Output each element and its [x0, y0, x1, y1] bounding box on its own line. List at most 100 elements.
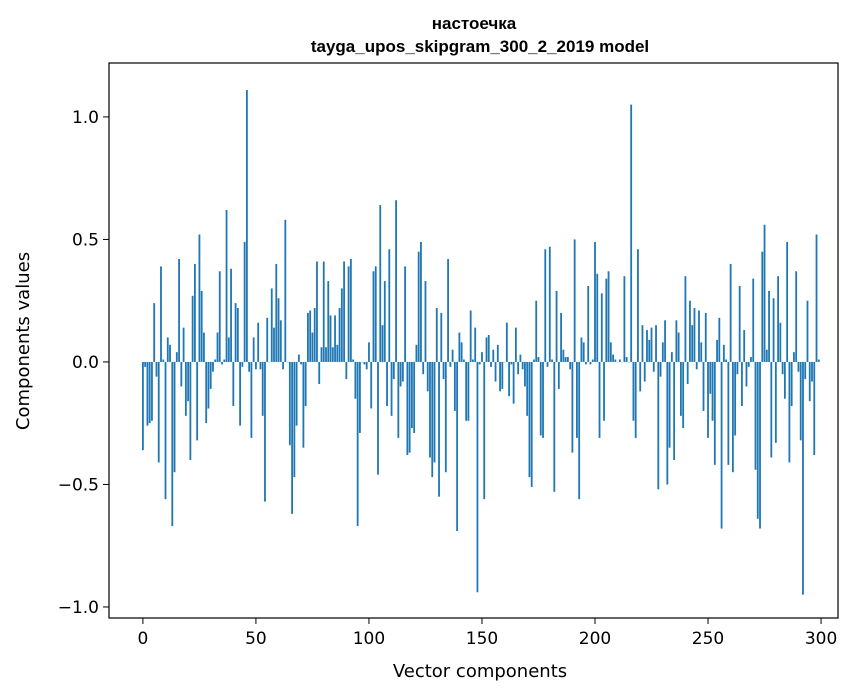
bar	[352, 359, 354, 361]
bar	[565, 357, 567, 362]
bar	[703, 362, 705, 411]
bar	[576, 362, 578, 438]
bar	[569, 362, 571, 369]
bar	[811, 362, 813, 382]
bar	[409, 362, 411, 453]
bar	[327, 281, 329, 362]
bar	[492, 350, 494, 362]
bar	[567, 357, 569, 362]
bar	[601, 293, 603, 362]
bar	[477, 362, 479, 592]
bar	[813, 362, 815, 455]
bar	[241, 362, 243, 367]
bar	[816, 235, 818, 362]
bar	[429, 362, 431, 458]
bar	[499, 362, 501, 391]
bar	[644, 362, 646, 382]
bar	[162, 359, 164, 361]
bar	[165, 362, 167, 499]
bar	[251, 362, 253, 438]
bar	[388, 249, 390, 362]
bar	[144, 362, 146, 367]
bar	[633, 362, 635, 421]
bar	[648, 340, 650, 362]
bar	[635, 362, 637, 438]
bar	[657, 362, 659, 489]
bar	[818, 359, 820, 361]
bar	[452, 350, 454, 362]
bar	[574, 239, 576, 362]
bar	[630, 105, 632, 362]
bar	[662, 342, 664, 362]
bar	[590, 362, 592, 364]
bar	[300, 362, 302, 364]
bar	[416, 345, 418, 362]
bar	[619, 359, 621, 361]
bar	[196, 362, 198, 440]
bar	[646, 330, 648, 362]
bar	[377, 362, 379, 475]
bar	[253, 337, 255, 362]
bar	[495, 362, 497, 382]
bar	[176, 352, 178, 362]
bar	[481, 352, 483, 362]
bar	[671, 352, 673, 362]
bar	[463, 359, 465, 361]
bar	[807, 301, 809, 362]
bar	[734, 362, 736, 436]
bar	[217, 333, 219, 362]
bar	[768, 291, 770, 362]
bar	[716, 340, 718, 362]
bar	[411, 362, 413, 428]
bar	[757, 362, 759, 519]
bar	[158, 362, 160, 462]
bar	[275, 264, 277, 362]
bar	[603, 362, 605, 421]
bar	[208, 362, 210, 409]
bar	[730, 264, 732, 362]
bar	[698, 310, 700, 361]
bar	[334, 315, 336, 362]
bar	[705, 313, 707, 362]
bar	[721, 362, 723, 529]
bar	[639, 362, 641, 391]
bar	[723, 345, 725, 362]
bar	[547, 362, 549, 367]
bar	[332, 347, 334, 362]
bar	[169, 345, 171, 362]
bar	[260, 362, 262, 369]
bar	[228, 337, 230, 362]
bar	[673, 362, 675, 460]
bar	[212, 362, 214, 372]
y-tick-label: −0.5	[58, 475, 99, 495]
bar	[443, 362, 445, 379]
bar	[779, 323, 781, 362]
bar	[486, 337, 488, 362]
bar	[682, 362, 684, 428]
bar	[741, 362, 743, 406]
bar	[578, 362, 580, 499]
bar	[804, 362, 806, 379]
bar	[490, 362, 492, 367]
bar	[257, 323, 259, 362]
bar	[725, 359, 727, 361]
bar	[447, 259, 449, 362]
bar	[264, 362, 266, 502]
bar	[318, 362, 320, 384]
bar	[413, 362, 415, 433]
bar	[506, 323, 508, 362]
bar	[759, 362, 761, 529]
bar	[189, 362, 191, 460]
bar	[513, 362, 515, 404]
bar	[581, 337, 583, 362]
bar	[526, 362, 528, 416]
bar	[246, 90, 248, 362]
bar	[773, 298, 775, 362]
bar	[201, 291, 203, 362]
bar	[770, 362, 772, 458]
bar	[458, 333, 460, 362]
bar	[325, 347, 327, 362]
bar	[379, 205, 381, 362]
bar	[556, 291, 558, 362]
